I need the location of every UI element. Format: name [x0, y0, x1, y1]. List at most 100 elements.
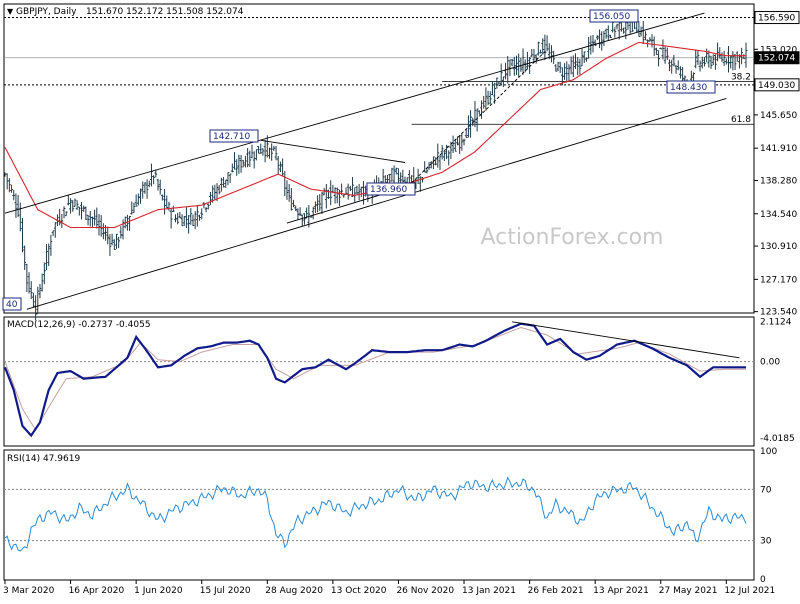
ohlc-bar — [176, 212, 180, 225]
ohlc-bar — [217, 185, 221, 195]
ohlc-bar — [303, 213, 306, 225]
fib-label: 61.8 — [731, 115, 751, 125]
ohlc-bar — [180, 214, 184, 227]
ohlc-bar — [429, 161, 433, 169]
ohlc-bar — [598, 29, 601, 49]
ohlc-bar — [69, 198, 72, 214]
ohlc-bar — [191, 214, 195, 227]
price-callout-box — [589, 9, 639, 23]
price-callout: 142.710 — [209, 129, 259, 143]
price-callout-label: 148.430 — [670, 83, 707, 93]
ohlc-bar — [657, 50, 660, 67]
ohlc-bar — [425, 168, 429, 174]
triangle-upper-line — [260, 139, 406, 163]
ohlc-bar — [121, 219, 125, 240]
ohlc-bar — [571, 55, 575, 78]
ohlc-bar — [73, 198, 77, 207]
ohlc-bar — [97, 214, 101, 236]
ohlc-bar — [644, 31, 647, 41]
ohlc-bar — [115, 233, 118, 249]
ohlc-bar — [353, 187, 357, 203]
ohlc-bar — [34, 295, 38, 321]
rsi-line — [4, 476, 747, 552]
ohlc-bar — [77, 206, 81, 216]
ohlc-bar — [536, 41, 540, 56]
ohlc-bar — [228, 173, 232, 184]
ohlc-bar — [171, 205, 175, 212]
ohlc-bar — [333, 187, 337, 204]
ohlc-bar — [285, 180, 289, 200]
ohlc-bar — [482, 95, 486, 109]
ohlc-bar — [279, 161, 282, 173]
ohlc-bar — [569, 56, 573, 75]
axis-price-box — [754, 51, 800, 65]
ohlc-bar — [108, 234, 112, 256]
ohlc-bar — [154, 169, 158, 178]
ohlc-bar — [95, 207, 99, 229]
ohlc-bar — [128, 215, 131, 231]
ohlc-bar — [136, 193, 140, 206]
ohlc-bar — [25, 263, 29, 293]
macd-line — [3, 322, 746, 438]
ohlc-bar — [86, 214, 90, 226]
ohlc-bar — [567, 64, 571, 82]
ohlc-bar — [206, 203, 210, 210]
ohlc-bar — [58, 208, 62, 226]
ohlc-bar — [530, 49, 534, 57]
ohlc-bar — [202, 202, 206, 209]
ohlc-bar — [672, 54, 676, 67]
ohlc-bar — [541, 38, 545, 55]
ohlc-bar — [110, 233, 114, 246]
ohlc-bar — [156, 178, 160, 191]
ohlc-bar — [558, 61, 562, 73]
ohlc-bar — [195, 205, 199, 227]
ohlc-bar — [21, 217, 24, 253]
ohlc-bar — [348, 185, 352, 192]
ohlc-bar — [237, 154, 241, 174]
symbol-label: GBPJPY, Daily — [16, 7, 77, 17]
ohlc-bar — [132, 202, 136, 214]
price-callout: 40 — [2, 297, 22, 311]
ohlc-bar — [163, 188, 166, 215]
ohlc-bar — [204, 207, 208, 213]
ohlc-bar — [158, 179, 162, 195]
ohlc-bar — [209, 191, 212, 205]
ohlc-bar — [493, 82, 497, 104]
ohlc-bar — [670, 59, 674, 74]
ohlc-bar — [595, 35, 599, 41]
axis-price-label: 156.590 — [758, 14, 795, 24]
ohlc-bar — [674, 65, 678, 74]
ohlc-bar — [316, 195, 319, 213]
ohlc-bar — [27, 272, 31, 294]
axis-price-label: 152.074 — [758, 54, 795, 64]
ohlc-bar — [324, 183, 328, 209]
ohlc-bar — [480, 100, 483, 119]
collapse-arrow-icon[interactable]: ▼ — [7, 7, 14, 16]
ohlc-bar — [587, 36, 591, 59]
ohlc-bar — [488, 91, 492, 105]
ohlc-bar — [248, 150, 252, 168]
price-callout-box — [666, 80, 716, 94]
ohlc-bar — [226, 172, 230, 186]
ohlc-bar — [661, 39, 665, 60]
macd-title: MACD(12,26,9) -0.2737 -0.4055 — [7, 320, 151, 330]
ohlc-bar — [648, 37, 652, 42]
ohlc-bar — [484, 87, 488, 111]
ohlc-bar — [731, 51, 735, 71]
ohlc-bar — [436, 143, 440, 168]
ohlc-bar — [141, 181, 145, 199]
x-tick-label: 28 Aug 2020 — [265, 586, 323, 596]
ohlc-bar — [346, 183, 350, 200]
ohlc-bar — [254, 149, 258, 161]
ohlc-bar — [637, 21, 641, 38]
price-callout: 148.430 — [666, 80, 716, 94]
ohlc-bar — [7, 178, 11, 193]
ohlc-bar — [390, 167, 394, 182]
ohlc-bar — [36, 286, 40, 315]
ohlc-bar — [709, 55, 713, 69]
x-tick-label: 26 Feb 2021 — [528, 586, 584, 596]
ohlc-bar — [259, 143, 263, 154]
channel-upper-line — [4, 12, 705, 214]
ohlc-bar — [733, 53, 737, 70]
ohlc-bar — [93, 209, 97, 226]
